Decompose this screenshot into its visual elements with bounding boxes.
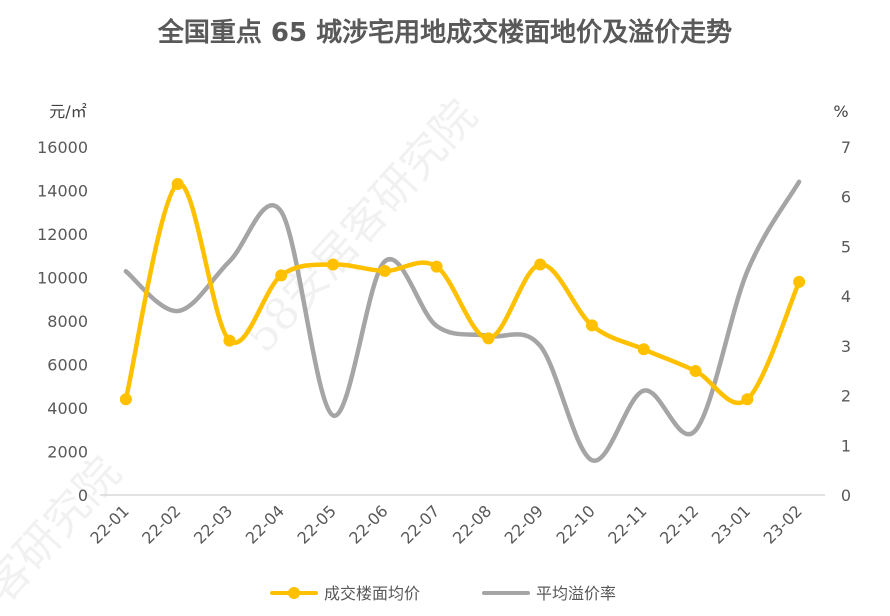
right-axis-unit: % — [833, 102, 848, 121]
price-point — [793, 275, 806, 288]
legend-label-premium: 平均溢价率 — [536, 584, 616, 603]
right-axis-ticks: 0 1 2 3 4 5 6 7 — [841, 138, 851, 505]
left-tick-label: 12000 — [37, 225, 88, 244]
left-tick-label: 10000 — [37, 269, 88, 288]
left-tick-label: 14000 — [37, 182, 88, 201]
right-tick-label: 7 — [841, 138, 851, 157]
left-tick-label: 2000 — [47, 443, 88, 462]
price-point — [378, 264, 391, 277]
right-tick-label: 6 — [841, 188, 851, 207]
x-tick-label: 22-04 — [242, 501, 288, 547]
left-tick-label: 0 — [78, 486, 88, 505]
x-tick-label: 22-05 — [294, 501, 340, 547]
legend: 成交楼面均价 平均溢价率 — [270, 584, 616, 603]
price-point — [171, 177, 184, 190]
left-axis-ticks: 0 2000 4000 6000 8000 10000 12000 14000 16000 — [37, 138, 88, 505]
x-tick-label: 22-06 — [345, 501, 391, 547]
x-axis-ticks: 22-01 22-02 22-03 22-04 22-05 22-06 22-07 22-08… — [86, 501, 806, 547]
x-tick-label: 22-03 — [190, 501, 236, 547]
x-tick-label: 22-09 — [501, 501, 547, 547]
x-tick-label: 22-11 — [604, 501, 650, 547]
x-tick-label: 22-10 — [552, 501, 598, 547]
right-tick-label: 1 — [841, 436, 851, 455]
price-point — [741, 393, 754, 406]
x-tick-label: 22-12 — [656, 501, 702, 547]
x-tick-label: 23-02 — [760, 501, 806, 547]
series-layer — [119, 177, 806, 463]
right-tick-label: 2 — [841, 387, 851, 406]
watermark-main: 58安居客研究院 — [235, 90, 487, 362]
legend-label-price: 成交楼面均价 — [324, 584, 420, 603]
x-tick-label: 23-01 — [708, 501, 754, 547]
price-point — [689, 365, 702, 378]
left-axis-unit: 元/㎡ — [49, 102, 86, 121]
price-point — [327, 258, 340, 271]
right-tick-label: 3 — [841, 337, 851, 356]
chart-title: 全国重点 65 城涉宅用地成交楼面地价及溢价走势 — [157, 18, 733, 48]
right-tick-label: 0 — [841, 486, 851, 505]
x-tick-label: 22-02 — [138, 501, 184, 547]
price-point — [585, 319, 598, 332]
series-line-premium — [123, 179, 802, 463]
price-point — [637, 343, 650, 356]
left-tick-label: 6000 — [47, 356, 88, 375]
price-point — [119, 393, 132, 406]
price-point — [223, 334, 236, 347]
left-tick-label: 4000 — [47, 399, 88, 418]
price-point — [275, 269, 288, 282]
left-tick-label: 8000 — [47, 312, 88, 331]
price-point — [430, 260, 443, 273]
right-tick-label: 5 — [841, 237, 851, 256]
left-tick-label: 16000 — [37, 138, 88, 157]
right-tick-label: 4 — [841, 287, 851, 306]
legend-marker-price — [288, 587, 300, 599]
price-point — [482, 332, 495, 345]
price-point — [534, 258, 547, 271]
x-tick-label: 22-07 — [397, 501, 443, 547]
x-tick-label: 22-08 — [449, 501, 495, 547]
